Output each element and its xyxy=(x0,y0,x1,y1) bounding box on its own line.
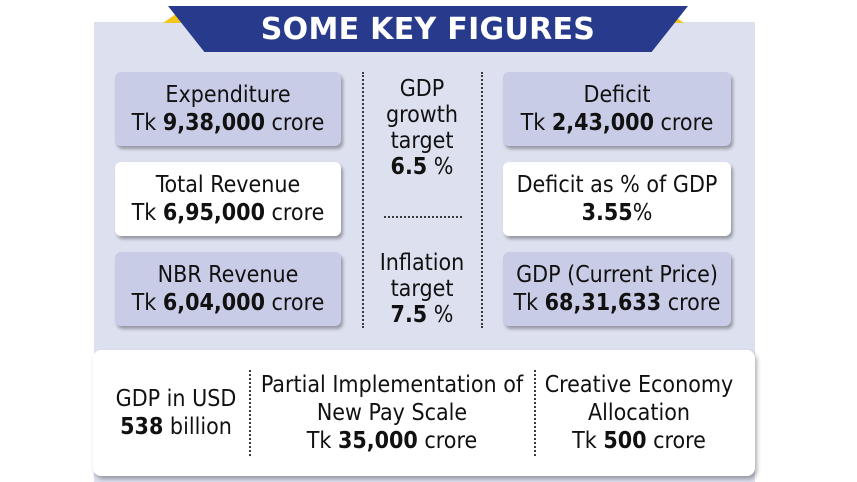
gdp-growth-target: GDP growth target 6.5 % xyxy=(386,76,458,180)
card-value: 9,38,000 xyxy=(162,110,265,136)
card-value: 2,43,000 xyxy=(551,110,654,136)
gdp-in-usd: GDP in USD 538 billion xyxy=(115,386,237,440)
card-label: GDP (Current Price) xyxy=(516,262,718,288)
center-dotted-divider xyxy=(384,216,462,218)
card-label: Expenditure xyxy=(165,82,291,108)
bottom-figures-panel: GDP in USD 538 billion Partial Implement… xyxy=(93,350,755,476)
card-value: 6,04,000 xyxy=(162,290,265,316)
card-label: Deficit as % of GDP xyxy=(516,172,718,198)
new-pay-scale: Partial Implementation of New Pay Scale … xyxy=(260,372,524,454)
card-deficit-percent-gdp: Deficit as % of GDP 3.55% xyxy=(503,162,731,236)
creative-economy-allocation: Creative Economy Allocation Tk 500 crore xyxy=(544,372,734,454)
card-label: Total Revenue xyxy=(155,172,301,198)
card-deficit: Deficit Tk 2,43,000 crore xyxy=(503,72,731,146)
card-value: 3.55 xyxy=(581,200,633,226)
card-total-revenue: Total Revenue Tk 6,95,000 crore xyxy=(115,162,341,236)
left-dotted-divider xyxy=(362,72,364,328)
creative-economy-value: 500 xyxy=(603,428,647,454)
inflation-value: 7.5 xyxy=(390,302,428,328)
bottom-divider-2 xyxy=(534,370,536,456)
bottom-divider-1 xyxy=(249,370,251,456)
card-nbr-revenue: NBR Revenue Tk 6,04,000 crore xyxy=(115,252,341,326)
card-expenditure: Expenditure Tk 9,38,000 crore xyxy=(115,72,341,146)
pay-scale-value: 35,000 xyxy=(337,428,418,454)
inflation-target: Inflation target 7.5 % xyxy=(379,250,465,328)
title-banner: SOME KEY FIGURES xyxy=(168,6,688,52)
card-value: 6,95,000 xyxy=(162,200,265,226)
page-title: SOME KEY FIGURES xyxy=(260,11,596,47)
card-gdp-current-price: GDP (Current Price) Tk 68,31,633 crore xyxy=(503,252,731,326)
gdp-usd-value: 538 xyxy=(120,414,164,440)
card-label: NBR Revenue xyxy=(157,262,299,288)
card-label: Deficit xyxy=(583,82,651,108)
gdp-growth-value: 6.5 xyxy=(390,154,428,180)
card-value: 68,31,633 xyxy=(544,290,662,316)
right-dotted-divider xyxy=(481,72,483,328)
